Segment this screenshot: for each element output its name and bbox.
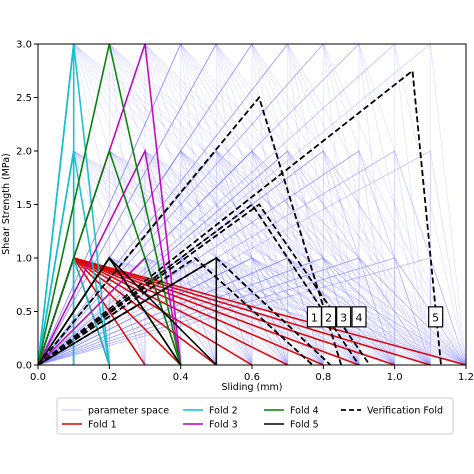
fold-number-box (428, 306, 444, 328)
legend-label: Fold 1 (88, 420, 117, 431)
parameter-space-line (38, 44, 396, 365)
parameter-space-line (38, 44, 360, 365)
verification-fold-line (38, 95, 343, 365)
parameter-space-line (38, 44, 217, 365)
x-tick-label: 1.2 (458, 372, 474, 383)
x-tick-label: 0.8 (315, 372, 331, 383)
legend-label: Fold 4 (290, 406, 319, 417)
y-tick-label: 2.5 (16, 93, 32, 104)
parameter-space-line (38, 44, 360, 365)
parameter-space-line (38, 257, 324, 365)
x-axis-title: Sliding (mm) (222, 382, 283, 393)
y-tick-label: 1.0 (16, 254, 32, 265)
x-tick-label: 0.0 (30, 372, 46, 383)
fold-number-label: 1 (311, 311, 318, 324)
parameter-space-line (38, 257, 360, 365)
x-tick-label: 0.2 (101, 372, 117, 383)
verification-fold-line (38, 203, 371, 365)
parameter-space-line (38, 257, 431, 365)
verification-fold-line (38, 256, 332, 365)
parameter-space-line (38, 44, 289, 365)
legend: parameter space Fold 1 Fold 2 Fold 3 Fold 4 F… (56, 397, 454, 435)
parameter-space-line (38, 44, 431, 365)
parameter-space-line (38, 44, 182, 365)
x-tick-label: 0.4 (173, 372, 189, 383)
legend-label: Fold 2 (209, 406, 238, 417)
parameter-space-line (38, 44, 466, 365)
legend-label: Fold 5 (290, 420, 319, 431)
parameter-space-line (38, 44, 253, 365)
parameter-space-line (38, 257, 253, 365)
parameter-space-line (38, 44, 289, 365)
parameter-space-line (38, 257, 324, 365)
parameter-space-line (38, 44, 431, 365)
legend-label: Verification Fold (367, 406, 443, 417)
parameter-space-line (38, 44, 324, 365)
parameter-space-line (38, 257, 466, 365)
fold-3-line (38, 148, 182, 365)
x-tick-label: 1.0 (387, 372, 403, 383)
x-tick-label: 0.6 (244, 372, 260, 383)
parameter-space-line (38, 44, 360, 365)
fold-5-line (38, 256, 217, 365)
parameter-space-line (38, 257, 289, 365)
parameter-space-line (38, 257, 396, 365)
y-tick-label: 2.0 (16, 147, 32, 158)
parameter-space-line (38, 44, 324, 365)
fold-number-box (336, 306, 352, 328)
verification-fold-line (38, 69, 442, 365)
fold-2-line (38, 44, 111, 365)
fold-number-label: 4 (356, 311, 363, 324)
parameter-space-line (38, 257, 395, 365)
fold-number-box (351, 306, 367, 328)
axis-ticks: 0.0 0.2 0.4 0.6 0.8 1.0 1.2 0.0 0.5 1.0 1.5 2.0 2.5 3… (16, 40, 474, 384)
parameter-space-line (38, 257, 466, 365)
parameter-space-line (38, 257, 360, 365)
fold-lines (38, 44, 466, 365)
parameter-space-line (38, 44, 431, 365)
legend-label: Fold 3 (209, 420, 238, 431)
parameter-space-line (38, 44, 324, 365)
fold-number-label: 2 (325, 311, 332, 324)
y-tick-label: 0.5 (16, 307, 32, 318)
y-axis-title: Shear Strength (MPa) (1, 153, 12, 255)
fold-number-box (321, 306, 337, 328)
parameter-space-line (38, 44, 466, 365)
y-tick-label: 3.0 (16, 40, 32, 51)
verification-fold-line (38, 256, 314, 365)
fold-number-label: 3 (340, 311, 347, 324)
fold-number-label: 5 (432, 311, 439, 324)
y-tick-label: 1.5 (16, 200, 32, 211)
legend-label: parameter space (88, 406, 169, 417)
parameter-space-line (38, 44, 396, 365)
parameter-space-line (38, 44, 396, 365)
parameter-space-line (38, 44, 466, 365)
parameter-space-line (38, 257, 431, 365)
y-tick-label: 0.0 (16, 361, 32, 372)
legend-frame (56, 397, 454, 435)
fold-4-line (38, 44, 182, 365)
